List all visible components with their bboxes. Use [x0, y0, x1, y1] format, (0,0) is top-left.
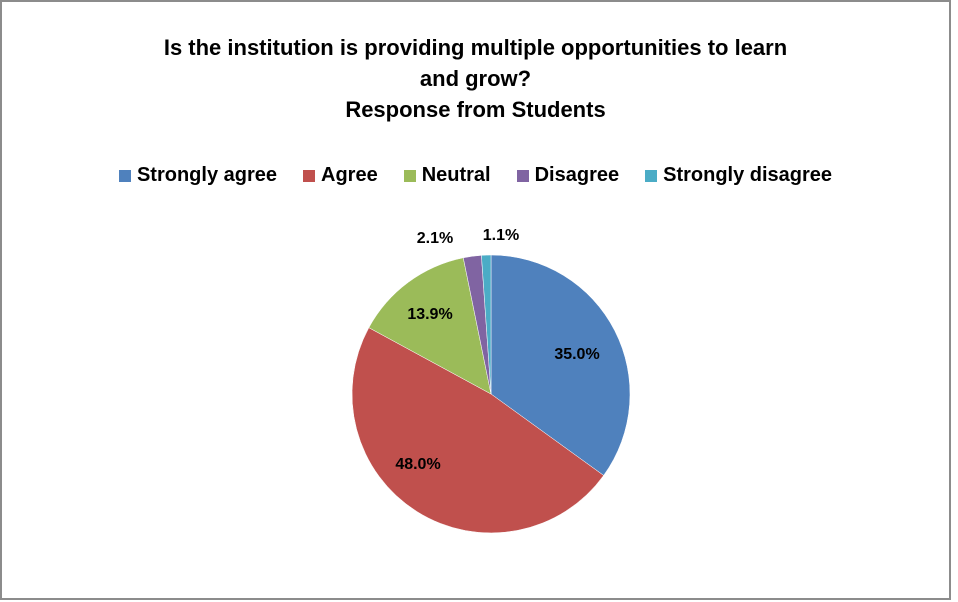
legend-label-agree: Agree — [321, 164, 378, 186]
legend-label-strongly-agree: Strongly agree — [136, 164, 277, 186]
legend-item-disagree: Disagree — [516, 164, 620, 187]
legend-item-strongly-disagree: Strongly disagree — [645, 164, 832, 187]
legend-item-agree: Agree — [303, 164, 378, 187]
pie-slice-strongly-disagree — [481, 254, 492, 395]
legend-swatch-strongly-disagree — [645, 169, 658, 182]
chart-title-line-2: and grow? — [419, 66, 532, 91]
chart-title-line-1: Is the institution is providing multiple… — [163, 35, 788, 60]
legend-label-neutral: Neutral — [421, 164, 491, 186]
pie-slice-neutral — [368, 257, 492, 395]
data-label-neutral: 13.9% — [407, 306, 452, 323]
pie-slice-agree — [351, 327, 604, 534]
pie-slice-strongly-agree — [490, 254, 631, 476]
legend-swatch-agree — [303, 169, 315, 182]
legend-swatch-neutral — [403, 169, 416, 182]
legend-label-strongly-disagree: Strongly disagree — [663, 164, 833, 186]
legend-swatch-strongly-agree — [118, 169, 131, 182]
legend-item-neutral: Neutral — [403, 164, 491, 187]
data-label-strongly-disagree: 1.1% — [483, 227, 519, 244]
data-label-agree: 48.0% — [395, 456, 440, 473]
data-label-strongly-agree: 35.0% — [554, 346, 599, 363]
legend-swatch-disagree — [516, 169, 529, 182]
chart-title: Is the institution is providing multiple… — [2, 32, 949, 125]
legend-item-strongly-agree: Strongly agree — [118, 164, 277, 187]
data-label-disagree: 2.1% — [417, 230, 453, 247]
legend-label-disagree: Disagree — [534, 164, 620, 186]
chart-subtitle: Response from Students — [345, 97, 606, 122]
chart-legend: Strongly agree Agree Neutral Disagree St… — [2, 164, 949, 187]
